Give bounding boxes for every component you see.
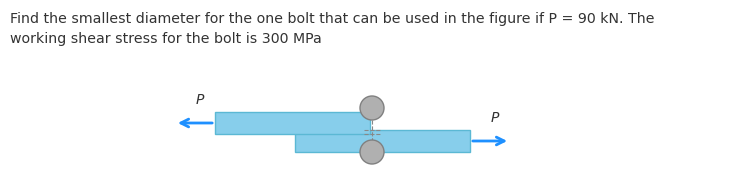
Text: working shear stress for the bolt is 300 MPa: working shear stress for the bolt is 300…	[10, 32, 321, 46]
Text: Find the smallest diameter for the one bolt that can be used in the figure if P : Find the smallest diameter for the one b…	[10, 12, 655, 26]
Ellipse shape	[360, 140, 384, 164]
Text: P: P	[196, 93, 204, 107]
Bar	[215, 112, 370, 134]
Text: P: P	[491, 111, 499, 125]
Ellipse shape	[360, 96, 384, 120]
Bar	[295, 130, 470, 152]
